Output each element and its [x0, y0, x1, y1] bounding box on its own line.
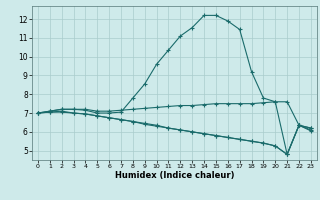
X-axis label: Humidex (Indice chaleur): Humidex (Indice chaleur) [115, 171, 234, 180]
